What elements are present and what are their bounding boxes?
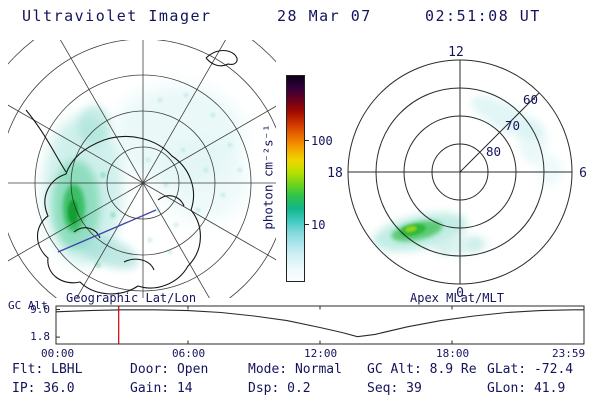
- apex-caption: Apex MLat/MLT: [410, 291, 504, 305]
- mlat-label-80: 80: [486, 144, 501, 159]
- antarctic-peninsula: [25, 109, 67, 173]
- xtick-0000: 00:00: [41, 347, 75, 360]
- axis-ticks: [56, 306, 453, 344]
- status-gain: Gain: 14: [130, 381, 193, 396]
- geo-grid: [8, 40, 276, 298]
- antarctica-coastline: [25, 49, 238, 295]
- ytick-9-0: 9.0: [30, 303, 50, 316]
- apex-plot-panel: 12 0 18 6 60 70 80: [327, 45, 587, 300]
- colorbar-gradient: [286, 75, 305, 282]
- aurora-geo-speckle: [145, 92, 243, 255]
- apex-grid: [347, 59, 573, 285]
- mlat-label-60: 60: [523, 92, 538, 107]
- ytick-1-8: 1.8: [30, 330, 50, 343]
- colorbar-tick-10: 10: [311, 218, 326, 232]
- island-coastline: [205, 49, 238, 67]
- mlt-label-18: 18: [327, 166, 343, 181]
- spacecraft-track-line: [57, 209, 157, 253]
- xtick-1800: 18:00: [436, 347, 470, 360]
- aurora-apex: [372, 95, 562, 256]
- chart-frame: [55, 305, 585, 345]
- status-glon: GLon: 41.9: [487, 381, 566, 396]
- obs-date: 28 Mar 07: [277, 7, 372, 25]
- colorbar-tickmark-10: [305, 224, 309, 225]
- xtick-2359: 23:59: [552, 347, 586, 360]
- status-flt: Flt: LBHL: [12, 362, 83, 377]
- status-gcalt: GC Alt: 8.9 Re: [367, 362, 477, 377]
- mlt-label-6: 6: [579, 166, 587, 181]
- status-seq: Seq: 39: [367, 381, 422, 396]
- aurora-geo: [43, 85, 248, 270]
- mlat-axis-line: [459, 92, 540, 173]
- xtick-1200: 12:00: [304, 347, 338, 360]
- mlat-label-70: 70: [505, 118, 520, 133]
- geo-map-panel: [8, 40, 276, 298]
- status-ip: IP: 36.0: [12, 381, 75, 396]
- status-door: Door: Open: [130, 362, 209, 377]
- mlt-label-12: 12: [448, 45, 464, 60]
- status-glat: GLat: -72.4: [487, 362, 574, 377]
- xtick-0600: 06:00: [172, 347, 206, 360]
- geo-caption: Geographic Lat/Lon: [66, 291, 197, 305]
- colorbar-tickmark-100: [305, 140, 309, 141]
- gc-alt-chart: [55, 305, 585, 345]
- gc-alt-ylabel: GC Alt: [8, 299, 48, 312]
- mlt-label-0: 0: [456, 286, 464, 300]
- status-mode: Mode: Normal: [248, 362, 342, 377]
- status-dsp: Dsp: 0.2: [248, 381, 311, 396]
- colorbar-label: photon cm⁻²s⁻¹: [260, 124, 276, 230]
- obs-time: 02:51:08 UT: [425, 7, 541, 25]
- colorbar-tick-100: 100: [311, 134, 333, 148]
- aurora-geo-specks-green: [95, 172, 116, 268]
- gc-alt-curve: [55, 309, 584, 338]
- app-title: Ultraviolet Imager: [22, 7, 212, 25]
